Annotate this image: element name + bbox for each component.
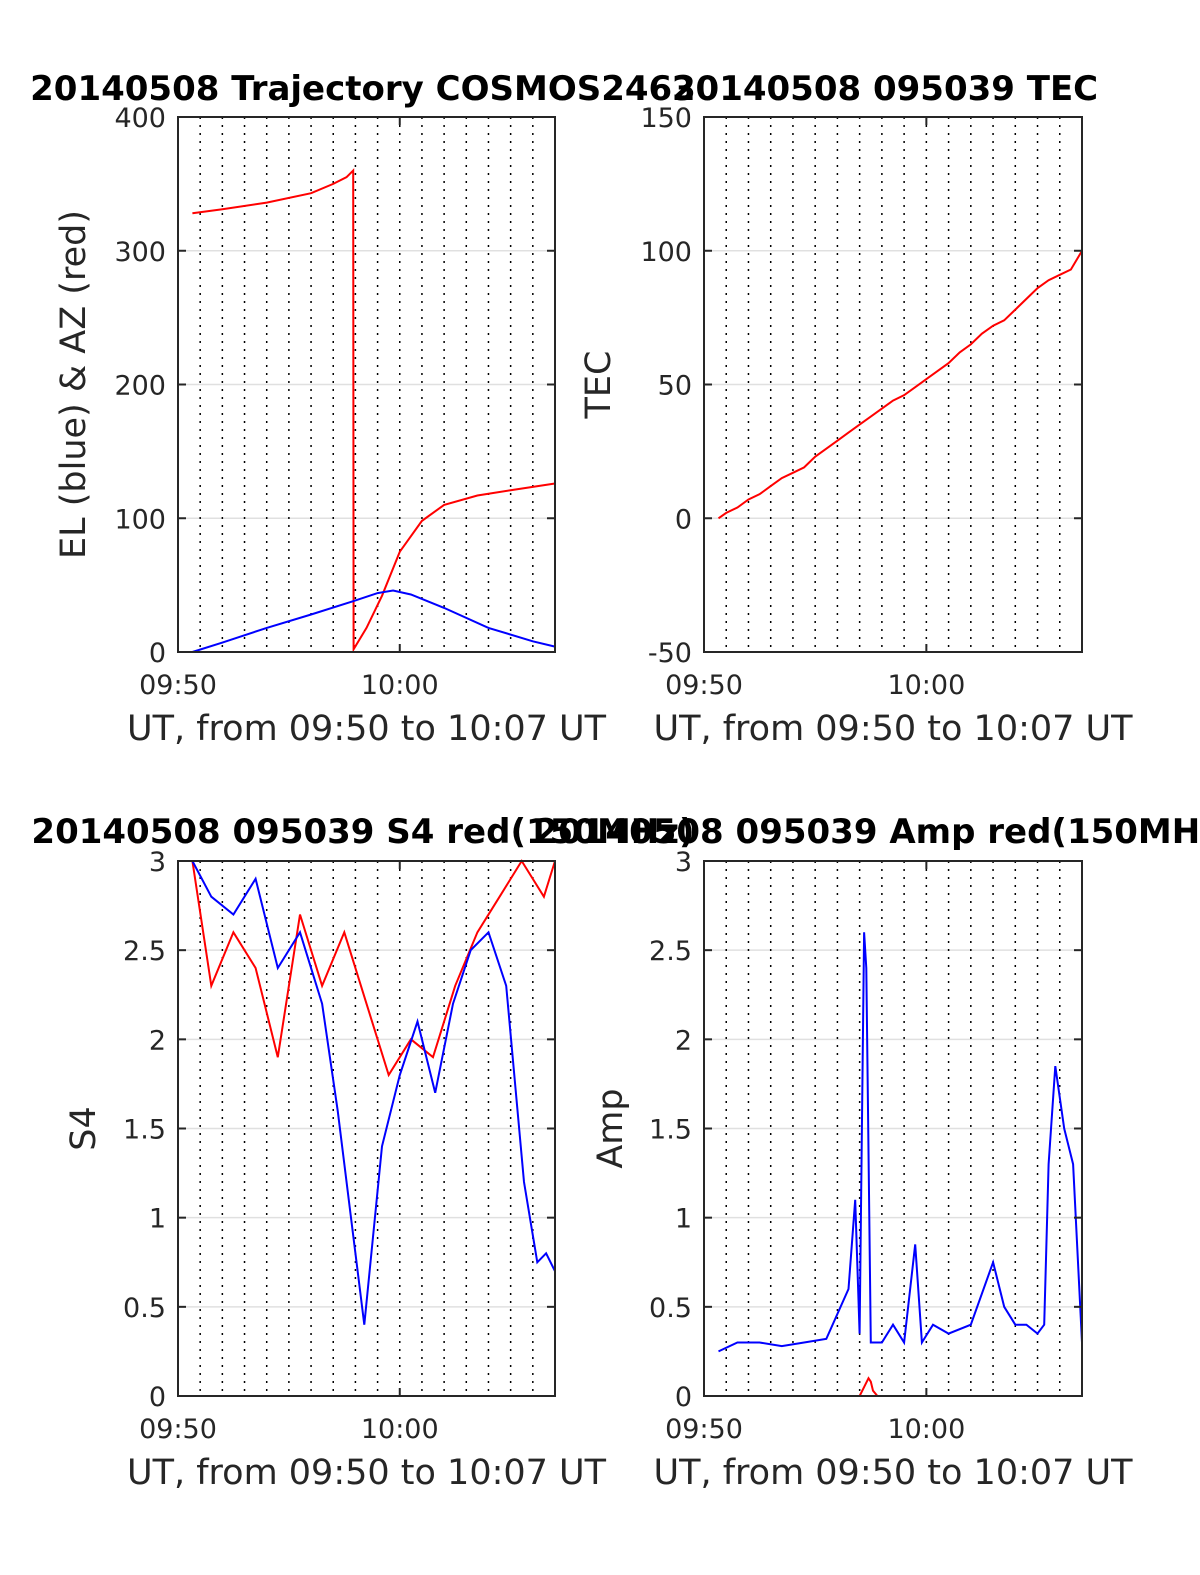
y-tick-label: 400 [114, 103, 166, 134]
y-axis-label: Amp [591, 1088, 631, 1168]
y-tick-label: 1 [675, 1204, 692, 1235]
x-axis-label: UT, from 09:50 to 10:07 UT [653, 1453, 1133, 1493]
chart-panel-2: -50 0 50 100 150 09:50 10:00 UT, from 09:50 to … [579, 69, 1133, 749]
x-tick-label: 09:50 [665, 1414, 743, 1445]
chart-panel-1: 0 100 200 300 400 09:50 10:00 UT, from 09:50 to… [30, 69, 696, 749]
y-tick-label: 2.5 [649, 936, 692, 967]
x-tick-label: 10:00 [887, 1414, 965, 1445]
y-axis-label: EL (blue) & AZ (red) [54, 210, 94, 559]
y-tick-label: 0.5 [649, 1293, 692, 1324]
chart-title: 20140508 095039 TEC [672, 69, 1098, 109]
y-axis-label: TEC [579, 351, 619, 420]
x-tick-label: 09:50 [139, 670, 217, 701]
x-axis-label: UT, from 09:50 to 10:07 UT [127, 709, 607, 749]
y-tick-label: 200 [114, 371, 166, 402]
x-tick-label: 10:00 [887, 670, 965, 701]
series-line-tec [717, 250, 1083, 520]
y-tick-label: 2.5 [123, 936, 166, 967]
y-tick-label: 0 [675, 504, 692, 535]
x-axis-label: UT, from 09:50 to 10:07 UT [653, 709, 1133, 749]
series-line-s4_blue [191, 860, 556, 1325]
y-tick-label: 2 [149, 1025, 166, 1056]
y-tick-label: 1.5 [649, 1115, 692, 1146]
chart-title: 20140508 Trajectory COSMOS2463 [30, 69, 696, 109]
x-tick-label: 09:50 [139, 1414, 217, 1445]
y-tick-label: 0.5 [123, 1293, 166, 1324]
chart-title: 20140508 095039 S4 red(150MHz) [31, 812, 694, 852]
x-tick-label: 09:50 [665, 670, 743, 701]
y-tick-label: 150 [640, 103, 692, 134]
y-tick-label: -50 [648, 638, 692, 669]
y-tick-label: 0 [675, 1382, 692, 1413]
series-line-az [192, 168, 556, 653]
y-tick-label: 100 [114, 504, 166, 535]
series-line-s4_red [191, 859, 556, 1078]
y-tick-label: 1.5 [123, 1115, 166, 1146]
y-tick-label: 3 [675, 847, 692, 878]
y-tick-label: 1 [149, 1204, 166, 1235]
y-tick-label: 3 [149, 847, 166, 878]
y-tick-label: 300 [114, 237, 166, 268]
chart-panel-3: 0 0.5 1 1.5 2 2.5 3 09:50 10:00 UT, from 09:50 to… [31, 812, 694, 1493]
y-tick-label: 100 [640, 237, 692, 268]
y-tick-label: 50 [658, 371, 692, 402]
series-line-el [192, 589, 556, 653]
chart-title: 20140508 095039 Amp red(150MHz) [534, 812, 1200, 852]
x-tick-label: 10:00 [361, 1414, 439, 1445]
y-axis-label: S4 [64, 1106, 104, 1151]
chart-panel-4: 0 0.5 1 1.5 2 2.5 3 09:50 10:00 UT, from 09:50 to… [534, 812, 1200, 1493]
y-tick-label: 2 [675, 1025, 692, 1056]
series-line-amp_blue [718, 932, 1083, 1353]
x-tick-label: 10:00 [361, 670, 439, 701]
series-line-amp_red [858, 1376, 879, 1397]
y-tick-label: 0 [149, 1382, 166, 1413]
y-tick-label: 0 [149, 638, 166, 669]
x-axis-label: UT, from 09:50 to 10:07 UT [127, 1453, 607, 1493]
